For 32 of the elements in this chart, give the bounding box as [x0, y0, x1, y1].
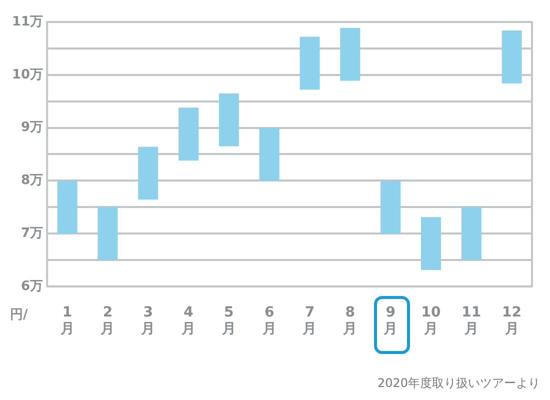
bar: [300, 36, 320, 90]
bar: [340, 28, 360, 81]
x-tick-label: 6月: [261, 304, 276, 338]
y-tick-label: 10万: [12, 67, 44, 82]
x-tick-label: 4月: [180, 304, 196, 338]
x-tick-label: 7月: [302, 304, 317, 338]
x-tick-label: 3月: [140, 304, 156, 338]
y-axis-title: 円/: [10, 307, 28, 322]
bar: [218, 93, 239, 146]
bar: [98, 207, 118, 260]
x-tick-label: 8月: [342, 304, 358, 338]
bar: [461, 207, 482, 260]
bar: [178, 108, 199, 161]
bar: [138, 146, 158, 200]
bar: [380, 180, 401, 234]
y-tick-label: 6万: [21, 278, 44, 294]
x-tick-label: 11月: [462, 304, 482, 338]
y-tick-label: 9万: [21, 120, 44, 136]
bar: [502, 30, 522, 84]
x-tick-label: 9月: [382, 304, 398, 338]
y-tick-label: 7万: [21, 226, 44, 241]
bar: [259, 128, 280, 181]
x-tick-label: 12月: [502, 304, 522, 338]
x-tick-label: 5月: [220, 304, 236, 338]
text: 2020年度取り扱いツアーより: [377, 376, 540, 390]
x-tick-label: 1月: [59, 304, 74, 338]
y-tick-label: 8万: [21, 173, 44, 188]
x-tick-label: 2月: [100, 304, 115, 338]
bar: [57, 180, 78, 234]
bar: [420, 217, 441, 270]
y-tick-label: 11万: [12, 14, 44, 30]
x-tick-label: 10月: [421, 304, 441, 338]
